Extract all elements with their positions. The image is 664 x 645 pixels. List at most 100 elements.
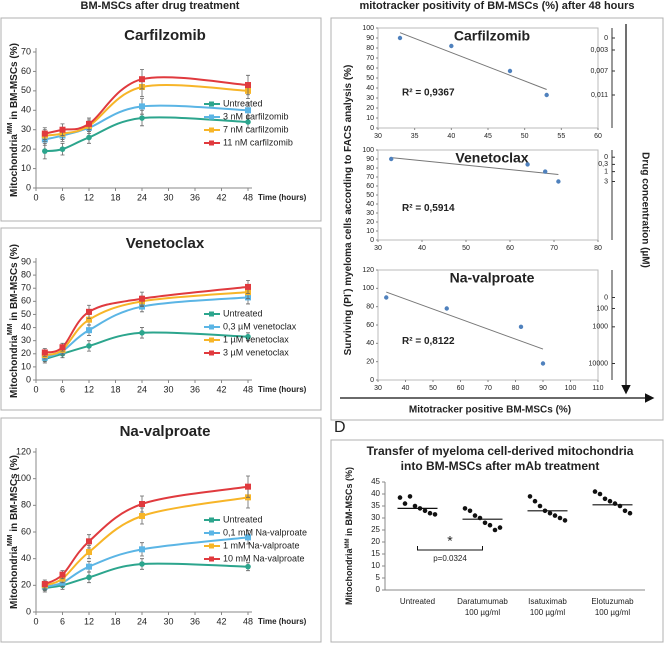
x-tick-label: 60 bbox=[457, 385, 465, 392]
y-tick-label: 50 bbox=[366, 192, 374, 199]
legend-swatch bbox=[209, 324, 214, 330]
y-tick-label: 10 bbox=[371, 561, 380, 570]
point bbox=[444, 306, 449, 311]
dot bbox=[482, 520, 488, 526]
dot bbox=[537, 503, 543, 509]
x-axis-label: Mitotracker positive BM-MSCs (%) bbox=[409, 405, 571, 416]
annotation: R² = 0,5914 bbox=[402, 203, 455, 214]
x-tick-label: 48 bbox=[243, 384, 253, 394]
y-tick-label: 70 bbox=[366, 174, 374, 181]
marker bbox=[86, 563, 92, 570]
significance-bracket bbox=[417, 546, 483, 551]
x-tick-label: 42 bbox=[216, 384, 226, 394]
x-tick-label: 18 bbox=[110, 384, 120, 394]
dot bbox=[492, 527, 498, 533]
chart-title: into BM-MSCs after mAb treatment bbox=[401, 459, 600, 473]
point bbox=[449, 43, 454, 49]
marker bbox=[245, 483, 251, 490]
chart-title: Na-valproate bbox=[450, 270, 535, 286]
x-tick-sublabel: 100 µg/ml bbox=[465, 608, 501, 617]
legend-label: 11 nM carfilzomib bbox=[223, 137, 293, 147]
y-tick-label: 80 bbox=[366, 165, 374, 172]
y2-tick-label: 3 bbox=[604, 178, 608, 185]
chart-title: Venetoclax bbox=[455, 150, 528, 166]
dot bbox=[487, 522, 493, 528]
dot bbox=[407, 494, 413, 499]
marker bbox=[139, 295, 145, 302]
legend-swatch bbox=[209, 337, 214, 343]
marker bbox=[245, 107, 251, 114]
y2-tick-label: 0,3 bbox=[598, 161, 608, 168]
y-tick-label: 30 bbox=[371, 513, 380, 522]
legend-swatch bbox=[209, 127, 214, 133]
legend-swatch bbox=[209, 140, 214, 146]
y-tick-label: 0 bbox=[370, 377, 374, 384]
point bbox=[556, 179, 561, 184]
y-tick-label: 100 bbox=[16, 473, 31, 483]
marker bbox=[245, 333, 251, 340]
x-tick-label: 6 bbox=[60, 192, 65, 202]
y-tick-label: 15 bbox=[371, 549, 380, 558]
plot-frame bbox=[377, 269, 599, 381]
y-tick-label: 40 bbox=[371, 489, 380, 498]
p-value: p=0.0324 bbox=[433, 554, 467, 563]
x-tick-label: 45 bbox=[484, 133, 492, 140]
x-tick-label: 30 bbox=[163, 616, 173, 626]
legend-label: 10 mM Na-valproate bbox=[223, 553, 305, 563]
marker bbox=[42, 148, 48, 154]
x-tick-label: Daratumumab bbox=[457, 597, 508, 606]
y-tick-label: 30 bbox=[366, 95, 374, 102]
y-tick-label: 35 bbox=[371, 501, 380, 510]
y-tick-label: 40 bbox=[21, 322, 31, 332]
legend-swatch bbox=[209, 311, 214, 317]
x-tick-label: 40 bbox=[418, 245, 426, 252]
marker bbox=[59, 344, 66, 351]
y-axis-label-part: in BM-MSCs (%) bbox=[9, 43, 20, 122]
y-tick-label: 30 bbox=[21, 124, 31, 134]
dot bbox=[402, 501, 408, 506]
y-tick-label: 120 bbox=[16, 446, 31, 456]
y-axis-label-part: ) myeloma cells according to FACS analys… bbox=[343, 65, 354, 292]
x-tick-label: 30 bbox=[374, 385, 382, 392]
legend-label: 3 nM carfilzomib bbox=[223, 111, 289, 121]
y-axis-label-part: Surviving (PI bbox=[343, 294, 354, 355]
legend-swatch bbox=[209, 350, 214, 356]
y-axis-label-part: MM bbox=[345, 539, 351, 549]
x-tick-label: 18 bbox=[110, 192, 120, 202]
legend-label: Untreated bbox=[223, 514, 263, 524]
marker bbox=[139, 115, 145, 121]
y-tick-label: 90 bbox=[21, 256, 31, 266]
marker bbox=[86, 574, 92, 581]
x-tick-label: 70 bbox=[484, 385, 492, 392]
marker bbox=[86, 343, 92, 349]
x-tick-label: 50 bbox=[462, 245, 470, 252]
dot bbox=[597, 491, 603, 497]
x-tick-label: Isatuximab bbox=[528, 597, 567, 606]
x-tick-label: 48 bbox=[243, 616, 253, 626]
y-axis-label: Surviving (PI-) myeloma cells according … bbox=[341, 65, 353, 356]
marker bbox=[245, 119, 251, 125]
point bbox=[525, 162, 530, 167]
chart-title: Transfer of myeloma cell-derived mitocho… bbox=[367, 444, 634, 458]
header-left: BM-MSCs after drug treatment bbox=[81, 0, 240, 12]
y-axis-label-part: in BM-MSCs (%) bbox=[344, 467, 354, 539]
x-tick-label: 35 bbox=[411, 133, 419, 140]
y-tick-label: 20 bbox=[21, 348, 31, 358]
legend-swatch bbox=[209, 543, 214, 549]
y-tick-label: 60 bbox=[21, 66, 31, 76]
y-axis-label-part: MM bbox=[7, 534, 14, 546]
y-tick-label: 20 bbox=[366, 359, 374, 366]
x-tick-label: 42 bbox=[216, 616, 226, 626]
panel-frame bbox=[330, 439, 664, 643]
x-tick-label: 36 bbox=[190, 192, 200, 202]
dot bbox=[432, 512, 438, 517]
marker bbox=[245, 563, 251, 570]
y-tick-label: 20 bbox=[366, 219, 374, 226]
y-tick-label: 10 bbox=[366, 115, 374, 122]
y-tick-label: 20 bbox=[371, 537, 380, 546]
dot bbox=[602, 496, 608, 502]
x-tick-label: 12 bbox=[84, 616, 94, 626]
series-line bbox=[44, 331, 249, 360]
x-tick-label: 40 bbox=[402, 385, 410, 392]
point bbox=[389, 156, 394, 162]
